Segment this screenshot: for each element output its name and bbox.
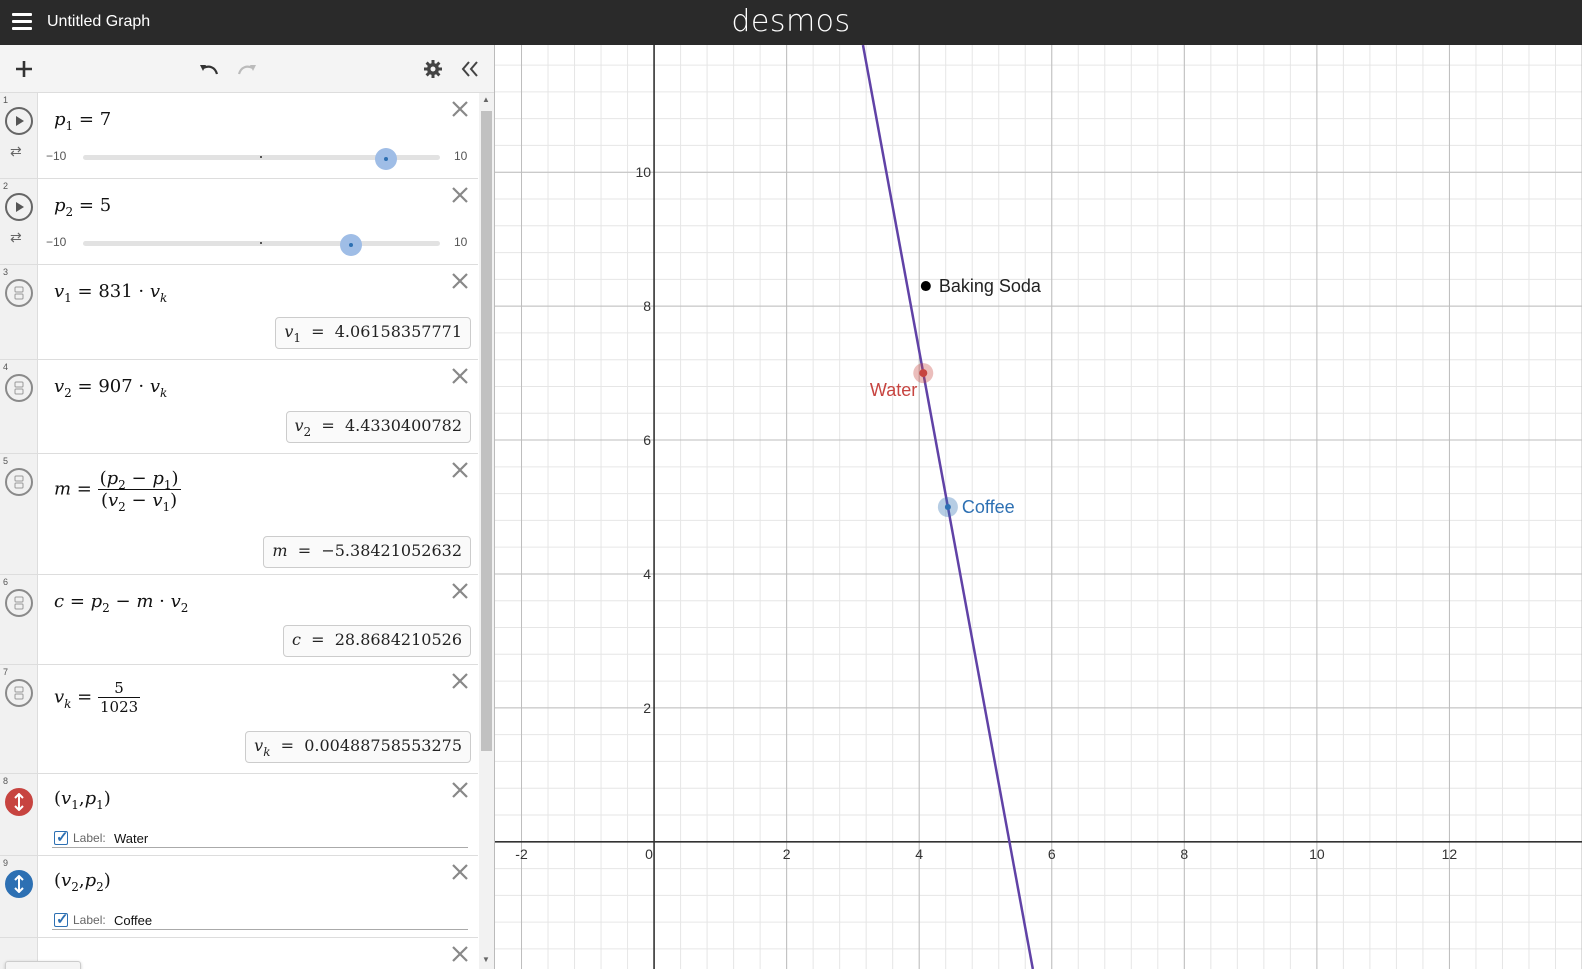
expression-math[interactable]: p1 = 7 — [54, 109, 112, 133]
evaluation-result: c = 28.8684210526 — [283, 625, 471, 657]
double-chevron-left-icon[interactable] — [454, 53, 486, 85]
hidden-toggle-icon[interactable] — [5, 279, 33, 307]
expression-row[interactable]: 2 ⇄ p2 = 5 −10 10 — [0, 179, 478, 265]
undo-icon[interactable] — [193, 53, 225, 85]
play-icon[interactable] — [5, 107, 33, 135]
slider-track[interactable] — [83, 148, 440, 170]
evaluation-result: v2 = 4.4330400782 — [285, 411, 471, 443]
gear-icon[interactable] — [417, 53, 449, 85]
close-icon[interactable] — [450, 671, 470, 691]
x-tick-label: 8 — [1180, 846, 1188, 862]
scroll-up-icon[interactable]: ▲ — [482, 95, 490, 104]
y-tick-label: 2 — [643, 700, 651, 716]
brand-logo: desmos — [731, 4, 851, 39]
expression-row[interactable]: 5 m = (p2 − p1) (v2 − v1) m = −5.38421052… — [0, 454, 478, 575]
x-tick-label: 2 — [783, 846, 791, 862]
label-field[interactable]: Label: Coffee — [52, 910, 468, 930]
point-water — [919, 369, 928, 378]
point-label-coffee: Coffee — [962, 497, 1015, 517]
x-tick-label: 4 — [915, 846, 923, 862]
expression-math[interactable]: v2 = 907 · vk — [54, 376, 168, 400]
expression-row[interactable]: 8 (v1,p1) Label: Water — [0, 774, 478, 856]
close-icon[interactable] — [450, 271, 470, 291]
expression-row[interactable]: 9 (v2,p2) Label: Coffee — [0, 856, 478, 938]
x-tick-label: -2 — [515, 846, 528, 862]
expression-panel: 1 ⇄ p1 = 7 −10 10 2 ⇄ p2 — [0, 45, 495, 969]
keyboard-toggle-button[interactable] — [5, 961, 81, 969]
top-bar: Untitled Graph desmos — [0, 0, 1582, 45]
evaluation-result: m = −5.38421052632 — [263, 536, 471, 568]
expression-math[interactable]: v1 = 831 · vk — [54, 281, 168, 305]
repeat-icon[interactable]: ⇄ — [10, 229, 22, 245]
expression-row[interactable]: 1 ⇄ p1 = 7 −10 10 — [0, 93, 478, 179]
expression-row[interactable]: 4 v2 = 907 · vk v2 = 4.4330400782 — [0, 360, 478, 454]
x-tick-label: 6 — [1048, 846, 1056, 862]
play-icon[interactable] — [5, 193, 33, 221]
graph-plot[interactable]: -2 0 2 4 6 8 10 12 2 4 6 8 10 Baking Soda Water Coffee — [495, 44, 1582, 970]
y-tick-label: 10 — [635, 164, 651, 180]
hidden-toggle-icon[interactable] — [5, 374, 33, 402]
scrollbar[interactable]: ▲ ▼ — [479, 93, 494, 969]
keyboard-icon — [6, 962, 82, 969]
y-tick-label: 8 — [643, 298, 651, 314]
evaluation-result: vk = 0.00488758553275 — [245, 731, 471, 763]
close-icon[interactable] — [450, 944, 470, 964]
expression-list: 1 ⇄ p1 = 7 −10 10 2 ⇄ p2 — [0, 93, 478, 969]
y-tick-label: 4 — [643, 566, 651, 582]
graph-title[interactable]: Untitled Graph — [47, 13, 151, 30]
slider-thumb[interactable] — [375, 148, 398, 170]
label-checkbox[interactable] — [54, 828, 69, 846]
scrollbar-thumb[interactable] — [481, 111, 492, 751]
graph-canvas[interactable]: -2 0 2 4 6 8 10 12 2 4 6 8 10 Baking Soda Water Coffee — [495, 44, 1582, 970]
expression-math[interactable]: vk = 5 1023 — [54, 679, 141, 716]
close-icon[interactable] — [450, 185, 470, 205]
hidden-toggle-icon[interactable] — [5, 589, 33, 617]
expression-toolbar — [0, 45, 494, 93]
hidden-toggle-icon[interactable] — [5, 679, 33, 707]
point-baking-soda — [920, 281, 931, 292]
slider[interactable]: −10 10 — [46, 148, 476, 170]
plus-icon[interactable] — [8, 53, 40, 85]
slider-thumb[interactable] — [339, 234, 362, 256]
close-icon[interactable] — [450, 460, 470, 480]
expression-row[interactable]: 7 vk = 5 1023 vk = 0.00488758553275 — [0, 665, 478, 774]
x-tick-label: 10 — [1309, 846, 1325, 862]
redo-icon[interactable] — [231, 53, 263, 85]
expression-math[interactable]: (v1,p1) — [54, 788, 111, 812]
close-icon[interactable] — [450, 366, 470, 386]
repeat-icon[interactable]: ⇄ — [10, 143, 22, 159]
hidden-toggle-icon[interactable] — [5, 468, 33, 496]
close-icon[interactable] — [450, 99, 470, 119]
point-coffee — [944, 504, 951, 510]
expression-math[interactable]: c = p2 − m · v2 — [54, 591, 189, 615]
x-tick-label: 12 — [1442, 846, 1458, 862]
close-icon[interactable] — [450, 780, 470, 800]
label-checkbox[interactable] — [54, 910, 69, 928]
expression-math[interactable]: (v2,p2) — [54, 870, 111, 894]
point-style-icon[interactable] — [5, 788, 33, 816]
slider[interactable]: −10 10 — [46, 234, 476, 256]
expression-math[interactable]: p2 = 5 — [54, 195, 112, 219]
close-icon[interactable] — [450, 862, 470, 882]
point-label-water: Water — [870, 380, 917, 400]
expression-row[interactable]: 6 c = p2 − m · v2 c = 28.8684210526 — [0, 575, 478, 665]
y-tick-label: 6 — [643, 432, 651, 448]
evaluation-result: v1 = 4.06158357771 — [275, 317, 471, 349]
expression-row[interactable]: 3 v1 = 831 · vk v1 = 4.06158357771 — [0, 265, 478, 360]
point-label-baking-soda: Baking Soda — [939, 276, 1042, 296]
menu-icon[interactable] — [12, 13, 32, 31]
scroll-down-icon[interactable]: ▼ — [482, 955, 490, 964]
expression-math[interactable]: m = (p2 − p1) (v2 − v1) — [54, 468, 181, 514]
x-tick-label: 0 — [645, 846, 653, 862]
close-icon[interactable] — [450, 581, 470, 601]
point-style-icon[interactable] — [5, 870, 33, 898]
slider-track[interactable] — [83, 234, 440, 256]
label-field[interactable]: Label: Water — [52, 828, 468, 848]
